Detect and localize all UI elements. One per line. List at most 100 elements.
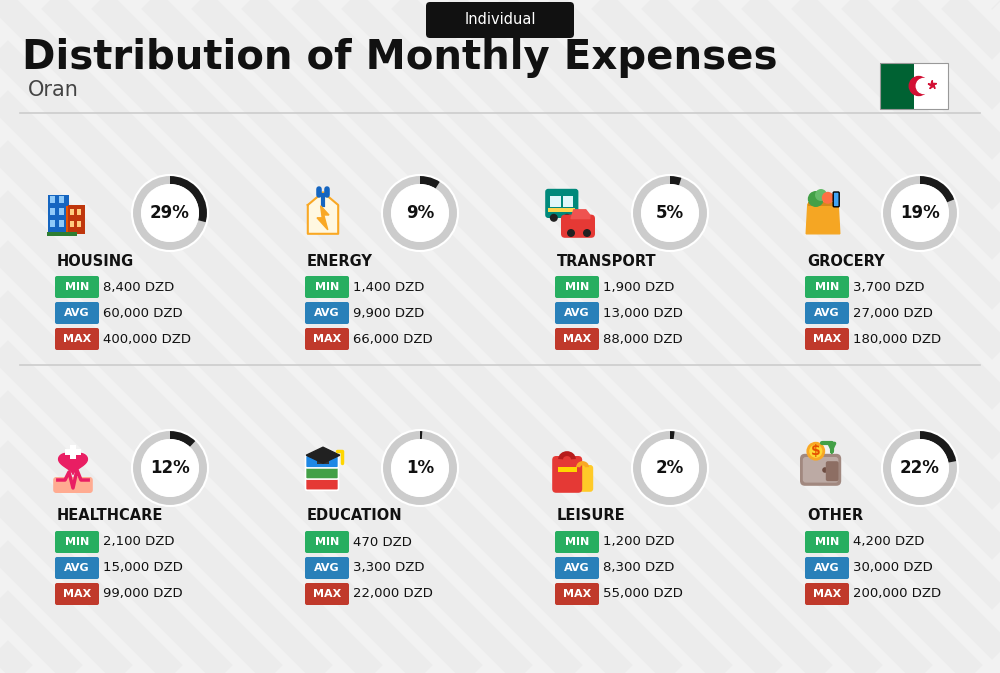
- Text: 180,000 DZD: 180,000 DZD: [853, 332, 941, 345]
- Text: AVG: AVG: [64, 308, 90, 318]
- Text: 8,400 DZD: 8,400 DZD: [103, 281, 174, 293]
- Text: 4,200 DZD: 4,200 DZD: [853, 536, 924, 548]
- Text: Distribution of Monthly Expenses: Distribution of Monthly Expenses: [22, 38, 778, 78]
- Circle shape: [141, 184, 199, 242]
- Wedge shape: [632, 175, 708, 251]
- FancyBboxPatch shape: [47, 232, 77, 236]
- Text: 2,100 DZD: 2,100 DZD: [103, 536, 175, 548]
- Text: 9,900 DZD: 9,900 DZD: [353, 306, 424, 320]
- Wedge shape: [882, 430, 958, 506]
- Text: MIN: MIN: [65, 537, 89, 547]
- Text: AVG: AVG: [314, 308, 340, 318]
- Text: 3,700 DZD: 3,700 DZD: [853, 281, 924, 293]
- Text: 1%: 1%: [406, 459, 434, 477]
- Text: 9%: 9%: [406, 204, 434, 222]
- Text: 19%: 19%: [900, 204, 940, 222]
- FancyBboxPatch shape: [55, 583, 99, 605]
- FancyBboxPatch shape: [306, 456, 338, 468]
- Text: TRANSPORT: TRANSPORT: [557, 254, 657, 269]
- FancyBboxPatch shape: [305, 302, 349, 324]
- Text: AVG: AVG: [314, 563, 340, 573]
- FancyBboxPatch shape: [555, 328, 599, 350]
- FancyBboxPatch shape: [552, 456, 582, 493]
- Text: 15,000 DZD: 15,000 DZD: [103, 561, 183, 575]
- Polygon shape: [306, 447, 340, 463]
- Circle shape: [808, 191, 824, 207]
- FancyBboxPatch shape: [555, 531, 599, 553]
- Text: MAX: MAX: [563, 334, 591, 344]
- FancyBboxPatch shape: [880, 63, 914, 109]
- FancyBboxPatch shape: [805, 531, 849, 553]
- Wedge shape: [132, 175, 208, 251]
- FancyBboxPatch shape: [426, 2, 574, 38]
- Text: 470 DZD: 470 DZD: [353, 536, 412, 548]
- FancyBboxPatch shape: [808, 202, 838, 206]
- FancyBboxPatch shape: [68, 205, 85, 234]
- Polygon shape: [59, 454, 87, 474]
- FancyBboxPatch shape: [833, 192, 839, 207]
- Circle shape: [815, 189, 827, 201]
- Circle shape: [891, 184, 949, 242]
- FancyBboxPatch shape: [70, 446, 76, 459]
- Text: LEISURE: LEISURE: [557, 509, 626, 524]
- FancyBboxPatch shape: [306, 478, 338, 491]
- Wedge shape: [420, 430, 422, 439]
- FancyBboxPatch shape: [66, 206, 69, 234]
- Text: MAX: MAX: [313, 334, 341, 344]
- FancyBboxPatch shape: [59, 197, 64, 203]
- Circle shape: [822, 192, 834, 204]
- FancyBboxPatch shape: [53, 477, 93, 493]
- Circle shape: [916, 79, 931, 94]
- Wedge shape: [920, 175, 955, 203]
- Text: 1,900 DZD: 1,900 DZD: [603, 281, 674, 293]
- FancyBboxPatch shape: [305, 557, 349, 579]
- FancyBboxPatch shape: [805, 583, 849, 605]
- Text: AVG: AVG: [564, 308, 590, 318]
- Polygon shape: [928, 83, 932, 85]
- Polygon shape: [317, 206, 329, 229]
- Wedge shape: [670, 175, 682, 186]
- FancyBboxPatch shape: [550, 196, 561, 207]
- FancyBboxPatch shape: [305, 328, 349, 350]
- FancyBboxPatch shape: [805, 302, 849, 324]
- Circle shape: [141, 439, 199, 497]
- Text: $: $: [811, 444, 821, 458]
- FancyBboxPatch shape: [563, 196, 573, 207]
- Text: MAX: MAX: [63, 589, 91, 599]
- FancyBboxPatch shape: [77, 221, 81, 227]
- Text: 5%: 5%: [656, 204, 684, 222]
- Wedge shape: [920, 430, 957, 462]
- Circle shape: [808, 444, 824, 459]
- FancyBboxPatch shape: [59, 220, 64, 227]
- FancyBboxPatch shape: [555, 557, 599, 579]
- Text: 99,000 DZD: 99,000 DZD: [103, 588, 183, 600]
- Text: MIN: MIN: [815, 537, 839, 547]
- Text: 12%: 12%: [150, 459, 190, 477]
- Text: Individual: Individual: [464, 13, 536, 28]
- Wedge shape: [420, 175, 440, 188]
- FancyBboxPatch shape: [317, 455, 329, 464]
- FancyBboxPatch shape: [555, 276, 599, 298]
- Wedge shape: [382, 430, 458, 506]
- Text: 88,000 DZD: 88,000 DZD: [603, 332, 683, 345]
- Polygon shape: [932, 85, 935, 89]
- FancyBboxPatch shape: [65, 449, 81, 455]
- Text: 400,000 DZD: 400,000 DZD: [103, 332, 191, 345]
- Text: GROCERY: GROCERY: [807, 254, 885, 269]
- FancyBboxPatch shape: [545, 189, 578, 218]
- Text: ENERGY: ENERGY: [307, 254, 373, 269]
- FancyBboxPatch shape: [805, 557, 849, 579]
- Text: MAX: MAX: [313, 589, 341, 599]
- FancyBboxPatch shape: [548, 208, 575, 212]
- Text: 27,000 DZD: 27,000 DZD: [853, 306, 933, 320]
- Circle shape: [822, 467, 828, 473]
- Wedge shape: [170, 430, 196, 447]
- Text: Oran: Oran: [28, 80, 79, 100]
- Text: 30,000 DZD: 30,000 DZD: [853, 561, 933, 575]
- FancyBboxPatch shape: [55, 276, 99, 298]
- FancyBboxPatch shape: [70, 209, 74, 215]
- Text: EDUCATION: EDUCATION: [307, 509, 403, 524]
- Wedge shape: [132, 430, 208, 506]
- Text: 66,000 DZD: 66,000 DZD: [353, 332, 433, 345]
- FancyBboxPatch shape: [805, 276, 849, 298]
